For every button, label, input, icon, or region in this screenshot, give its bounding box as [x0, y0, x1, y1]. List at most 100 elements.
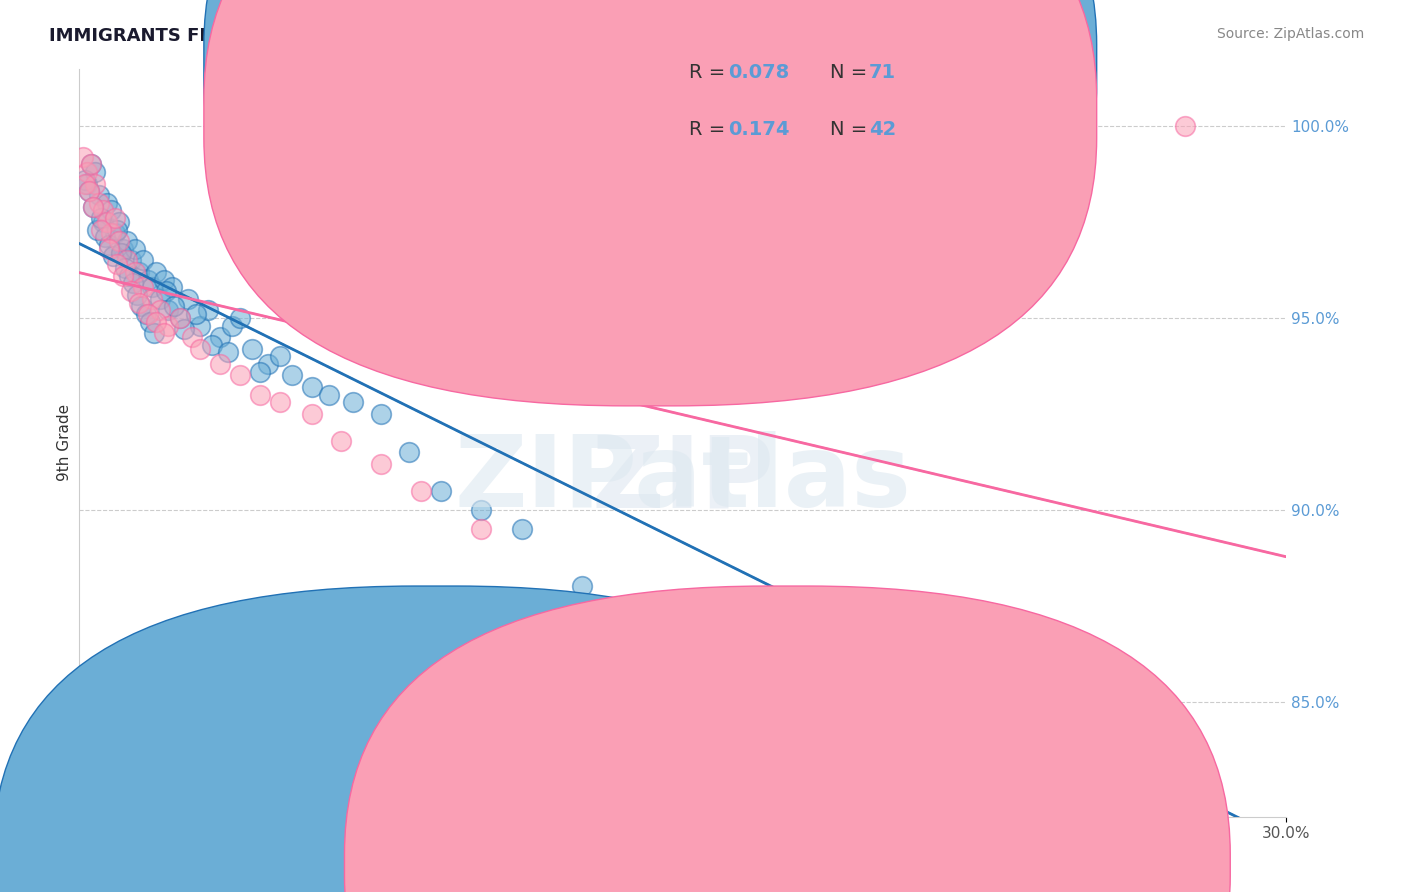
Point: [240, 342, 263, 356]
Point: [169, 310, 191, 325]
Point: [269, 349, 291, 363]
Point: [631, 675, 654, 690]
Point: [155, 284, 177, 298]
Point: [318, 387, 340, 401]
Point: [301, 380, 323, 394]
Point: [108, 215, 131, 229]
Point: [112, 242, 135, 256]
Point: [409, 483, 432, 498]
Point: [141, 292, 163, 306]
Point: [90, 222, 112, 236]
Text: 71: 71: [869, 63, 896, 82]
Point: [208, 330, 231, 344]
Text: N =: N =: [830, 120, 873, 139]
Point: [430, 483, 453, 498]
Point: [105, 222, 128, 236]
Point: [105, 257, 128, 271]
Point: [173, 322, 195, 336]
Point: [91, 203, 114, 218]
Point: [124, 242, 146, 256]
Point: [91, 215, 114, 229]
Point: [127, 288, 149, 302]
Point: [96, 195, 118, 210]
Point: [510, 522, 533, 536]
Point: [100, 203, 122, 218]
Point: [136, 307, 159, 321]
Point: [177, 292, 200, 306]
Text: ZIP: ZIP: [591, 432, 773, 528]
Point: [813, 714, 835, 728]
Text: N =: N =: [830, 63, 873, 82]
Point: [84, 165, 107, 179]
Point: [145, 265, 167, 279]
Point: [156, 303, 179, 318]
Point: [114, 260, 136, 275]
Text: ZIPatlas: ZIPatlas: [454, 432, 911, 528]
Point: [120, 253, 142, 268]
Text: 42: 42: [869, 120, 896, 139]
Text: Immigrants from Jordan: Immigrants from Jordan: [471, 859, 654, 874]
Point: [217, 345, 239, 359]
Point: [80, 157, 103, 171]
Point: [148, 303, 170, 318]
Point: [370, 457, 392, 471]
Point: [98, 238, 121, 252]
Point: [122, 277, 145, 291]
Point: [301, 407, 323, 421]
Point: [1174, 119, 1197, 133]
Point: [108, 234, 131, 248]
Point: [132, 280, 155, 294]
Point: [470, 502, 492, 516]
Point: [148, 292, 170, 306]
Point: [169, 310, 191, 325]
Point: [591, 771, 613, 785]
Point: [110, 245, 132, 260]
Point: [90, 211, 112, 226]
Point: [75, 173, 97, 187]
Point: [80, 157, 103, 171]
Text: German Russians: German Russians: [848, 859, 980, 874]
Point: [342, 395, 364, 409]
Point: [953, 138, 976, 153]
Point: [89, 195, 111, 210]
Point: [188, 318, 211, 333]
Text: 0.174: 0.174: [728, 120, 790, 139]
Point: [82, 200, 104, 214]
Point: [72, 150, 94, 164]
Point: [132, 253, 155, 268]
Point: [104, 227, 127, 241]
Point: [221, 318, 243, 333]
Text: IMMIGRANTS FROM JORDAN VS GERMAN RUSSIAN 9TH GRADE CORRELATION CHART: IMMIGRANTS FROM JORDAN VS GERMAN RUSSIAN…: [49, 27, 898, 45]
Point: [160, 280, 183, 294]
Point: [571, 579, 593, 593]
Point: [131, 299, 153, 313]
Point: [257, 357, 280, 371]
Point: [118, 268, 141, 283]
Text: 0.078: 0.078: [728, 63, 790, 82]
Point: [86, 222, 108, 236]
Y-axis label: 9th Grade: 9th Grade: [58, 404, 72, 481]
Point: [188, 342, 211, 356]
Point: [156, 318, 179, 333]
Point: [201, 337, 224, 351]
Point: [94, 230, 117, 244]
Point: [184, 307, 207, 321]
Point: [77, 184, 100, 198]
Point: [89, 188, 111, 202]
Point: [136, 272, 159, 286]
Point: [76, 165, 98, 179]
Text: Source: ZipAtlas.com: Source: ZipAtlas.com: [1216, 27, 1364, 41]
Point: [138, 315, 160, 329]
Point: [112, 268, 135, 283]
Point: [117, 253, 139, 268]
Point: [281, 368, 304, 383]
Point: [76, 177, 98, 191]
Point: [398, 445, 420, 459]
Point: [470, 522, 492, 536]
Point: [98, 242, 121, 256]
Point: [370, 407, 392, 421]
Point: [82, 200, 104, 214]
Point: [134, 307, 156, 321]
Text: R =: R =: [689, 120, 731, 139]
Point: [163, 299, 186, 313]
